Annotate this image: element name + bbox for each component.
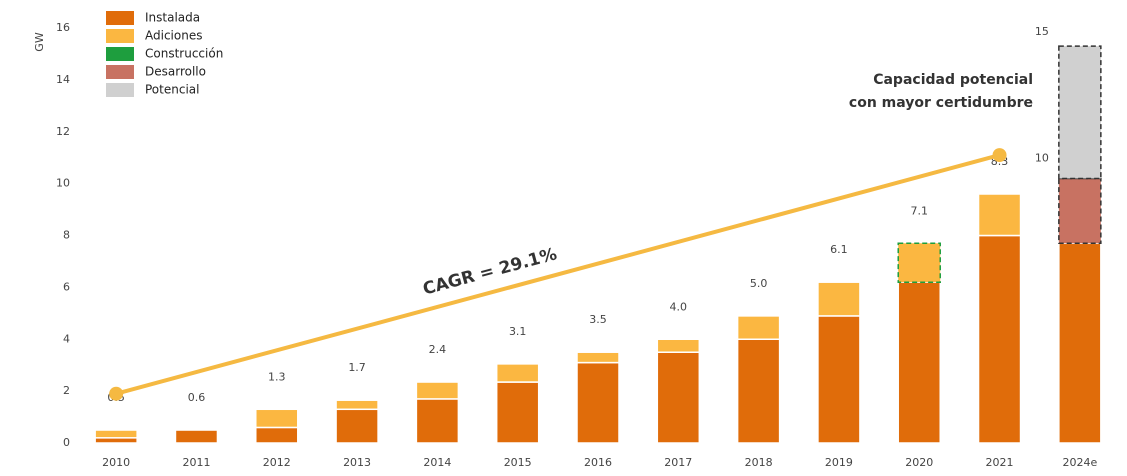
x-tick-label: 2016 [584, 456, 612, 469]
total-label: 3.5 [589, 313, 607, 326]
trend-point [992, 148, 1007, 163]
bar-segment [495, 363, 540, 383]
x-tick-label: 2020 [905, 456, 933, 469]
legend-swatch [106, 11, 134, 25]
bar-segment [255, 408, 299, 429]
bar-segment [897, 281, 941, 444]
bar-segment [1058, 45, 1102, 180]
x-tick-label: 2017 [664, 456, 692, 469]
x-tick-label: 2014 [423, 456, 451, 469]
y-tick-label: 6 [63, 280, 70, 293]
bar-segment [1058, 177, 1102, 245]
legend-swatch [106, 47, 134, 61]
legend-label: Construcción [145, 47, 223, 61]
x-tick-label: 2024e [1062, 456, 1097, 469]
bar-segment [255, 426, 299, 444]
annotation: Capacidad potencial [873, 72, 1033, 88]
total-label: 1.7 [348, 361, 366, 374]
total-label: 3.1 [509, 325, 527, 338]
y-tick-label: 16 [56, 21, 70, 34]
bar-segment [656, 351, 701, 444]
legend-label: Desarrollo [145, 65, 206, 79]
bar-segment [174, 429, 219, 444]
y-tick-label: 8 [63, 229, 70, 242]
total-label: 1.3 [268, 370, 286, 383]
y-axis-label: GW [33, 32, 46, 52]
bar-segment [736, 315, 781, 340]
bar-segment [736, 338, 781, 444]
legend-swatch [106, 83, 134, 97]
legend-label: Potencial [145, 83, 199, 97]
trend-line [115, 153, 1001, 396]
y-tick-label: 10 [56, 177, 70, 190]
bar-segment [335, 399, 379, 411]
total-label: 15 [1035, 25, 1049, 38]
x-tick-label: 2015 [504, 456, 532, 469]
bar-segment [576, 361, 620, 444]
x-tick-label: 2018 [745, 456, 773, 469]
legend-label: Instalada [145, 11, 200, 25]
bar-segment [977, 234, 1022, 444]
y-tick-label: 0 [63, 436, 70, 449]
x-tick-label: 2012 [263, 456, 291, 469]
total-label: 5.0 [750, 277, 768, 290]
x-tick-label: 2010 [102, 456, 130, 469]
y-tick-label: 2 [63, 384, 70, 397]
annotation: con mayor certidumbre [849, 95, 1033, 111]
y-tick-label: 14 [56, 73, 70, 86]
trend-point [109, 386, 124, 401]
x-tick-label: 2013 [343, 456, 371, 469]
bar-segment [94, 429, 138, 439]
bar-segment [897, 242, 941, 283]
mid-label: 10 [1035, 151, 1049, 164]
y-tick-label: 4 [63, 332, 70, 345]
bar-segment [656, 338, 701, 353]
total-label: 2.4 [429, 343, 447, 356]
bar-segment [415, 381, 460, 400]
total-label: 6.1 [830, 243, 848, 256]
bar-segment [495, 381, 540, 444]
bar-segment [576, 351, 620, 364]
x-tick-label: 2021 [986, 456, 1014, 469]
bar-segment [977, 193, 1022, 237]
bar-segment [817, 315, 861, 444]
y-tick-label: 12 [56, 125, 70, 138]
bar-segment [415, 398, 460, 444]
x-tick-label: 2019 [825, 456, 853, 469]
total-label: 7.1 [910, 204, 928, 217]
x-tick-label: 2011 [182, 456, 210, 469]
bar-segment [1058, 242, 1102, 444]
total-label: 4.0 [670, 300, 688, 313]
total-label: 0.6 [188, 391, 206, 404]
bar-segment [94, 437, 138, 444]
legend-swatch [106, 65, 134, 79]
legend-swatch [106, 29, 134, 43]
bar-segment [335, 408, 379, 444]
legend-label: Adiciones [145, 29, 202, 43]
bar-segment [817, 281, 861, 317]
